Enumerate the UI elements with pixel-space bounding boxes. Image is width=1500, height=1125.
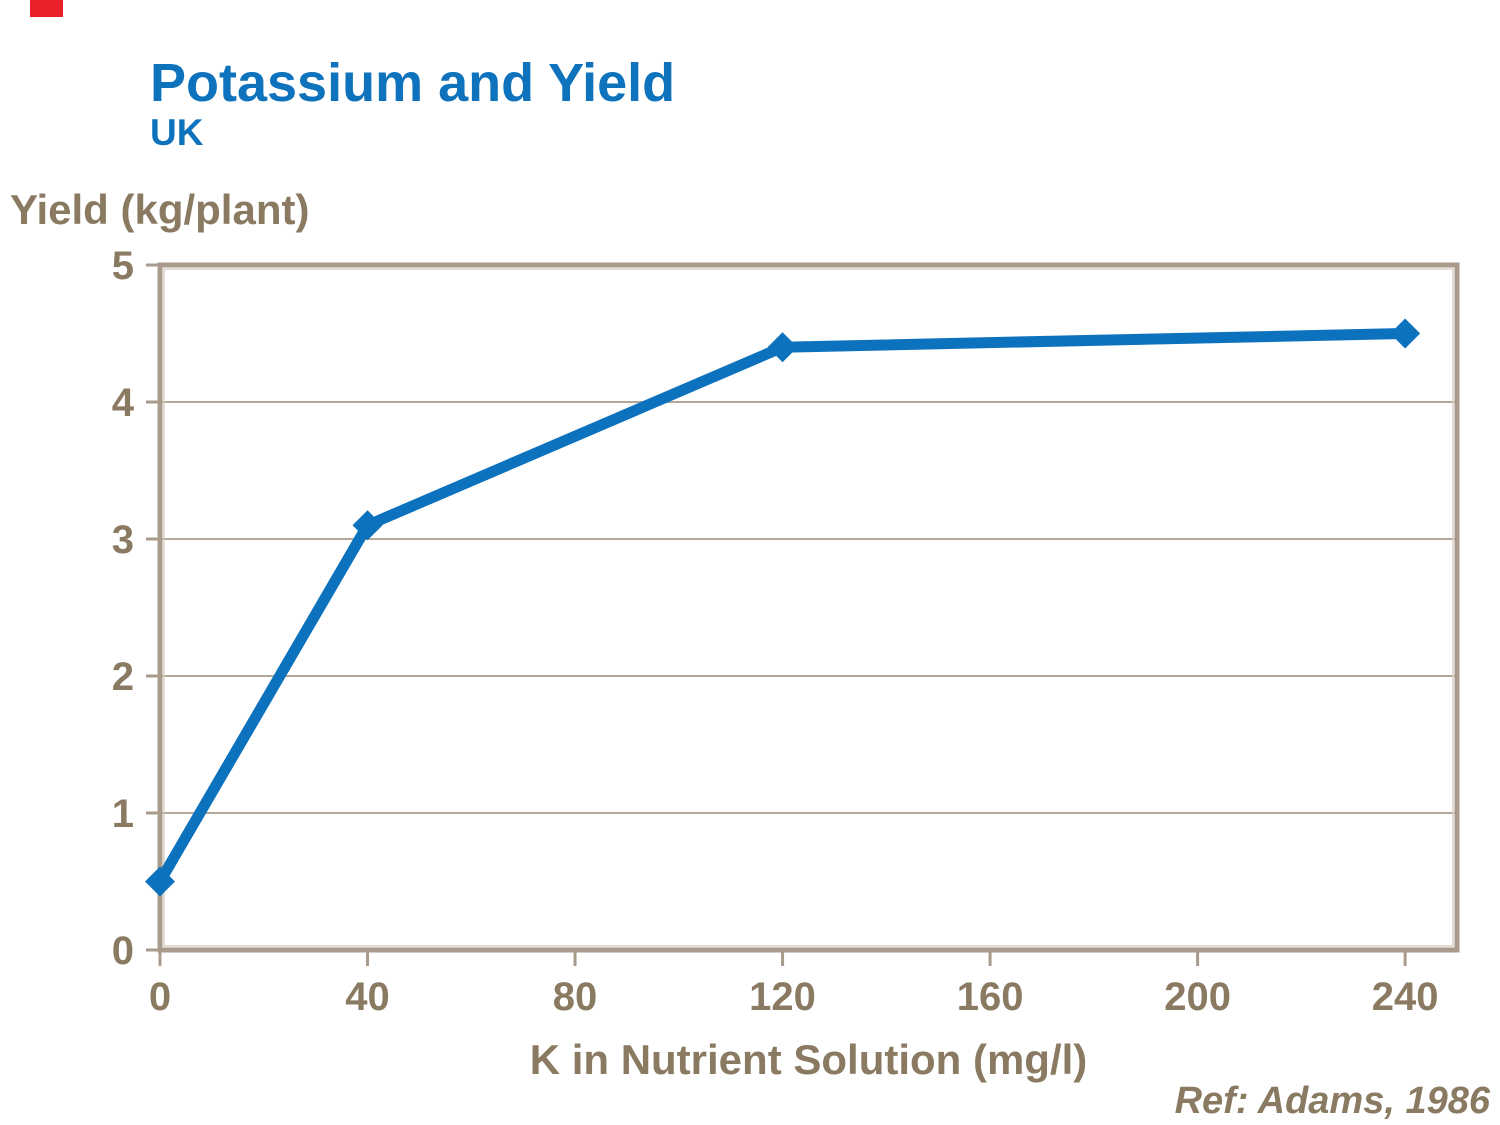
y-tick-label: 5 bbox=[112, 244, 134, 288]
plot-border bbox=[157, 262, 1460, 953]
slide-subtitle: UK bbox=[150, 112, 204, 153]
data-point-marker bbox=[352, 510, 383, 541]
x-tick-label: 240 bbox=[1372, 975, 1439, 1019]
red-accent-bar bbox=[30, 0, 63, 17]
y-tick-label: 4 bbox=[112, 381, 135, 425]
x-tick-label: 80 bbox=[553, 975, 598, 1019]
x-axis-title: K in Nutrient Solution (mg/l) bbox=[529, 1036, 1088, 1083]
reference-text: Ref: Adams, 1986 bbox=[1174, 1080, 1490, 1122]
y-tick-label: 0 bbox=[112, 929, 134, 973]
plot-border-highlight bbox=[163, 268, 1454, 947]
slide-title: Potassium and Yield bbox=[150, 53, 676, 113]
data-line bbox=[154, 328, 1411, 887]
x-tick-label: 0 bbox=[149, 975, 171, 1019]
x-tick-label: 160 bbox=[957, 975, 1024, 1019]
x-tick-label: 40 bbox=[345, 975, 390, 1019]
y-tick-label: 2 bbox=[112, 655, 134, 699]
data-point-marker bbox=[767, 332, 798, 363]
y-tick-label: 1 bbox=[112, 792, 134, 836]
x-tick-label: 120 bbox=[749, 975, 816, 1019]
x-tick-label: 200 bbox=[1164, 975, 1231, 1019]
y-axis-title: Yield (kg/plant) bbox=[10, 186, 310, 233]
data-point-marker bbox=[1390, 318, 1421, 349]
y-tick-label: 3 bbox=[112, 518, 134, 562]
data-point-marker bbox=[145, 866, 175, 897]
